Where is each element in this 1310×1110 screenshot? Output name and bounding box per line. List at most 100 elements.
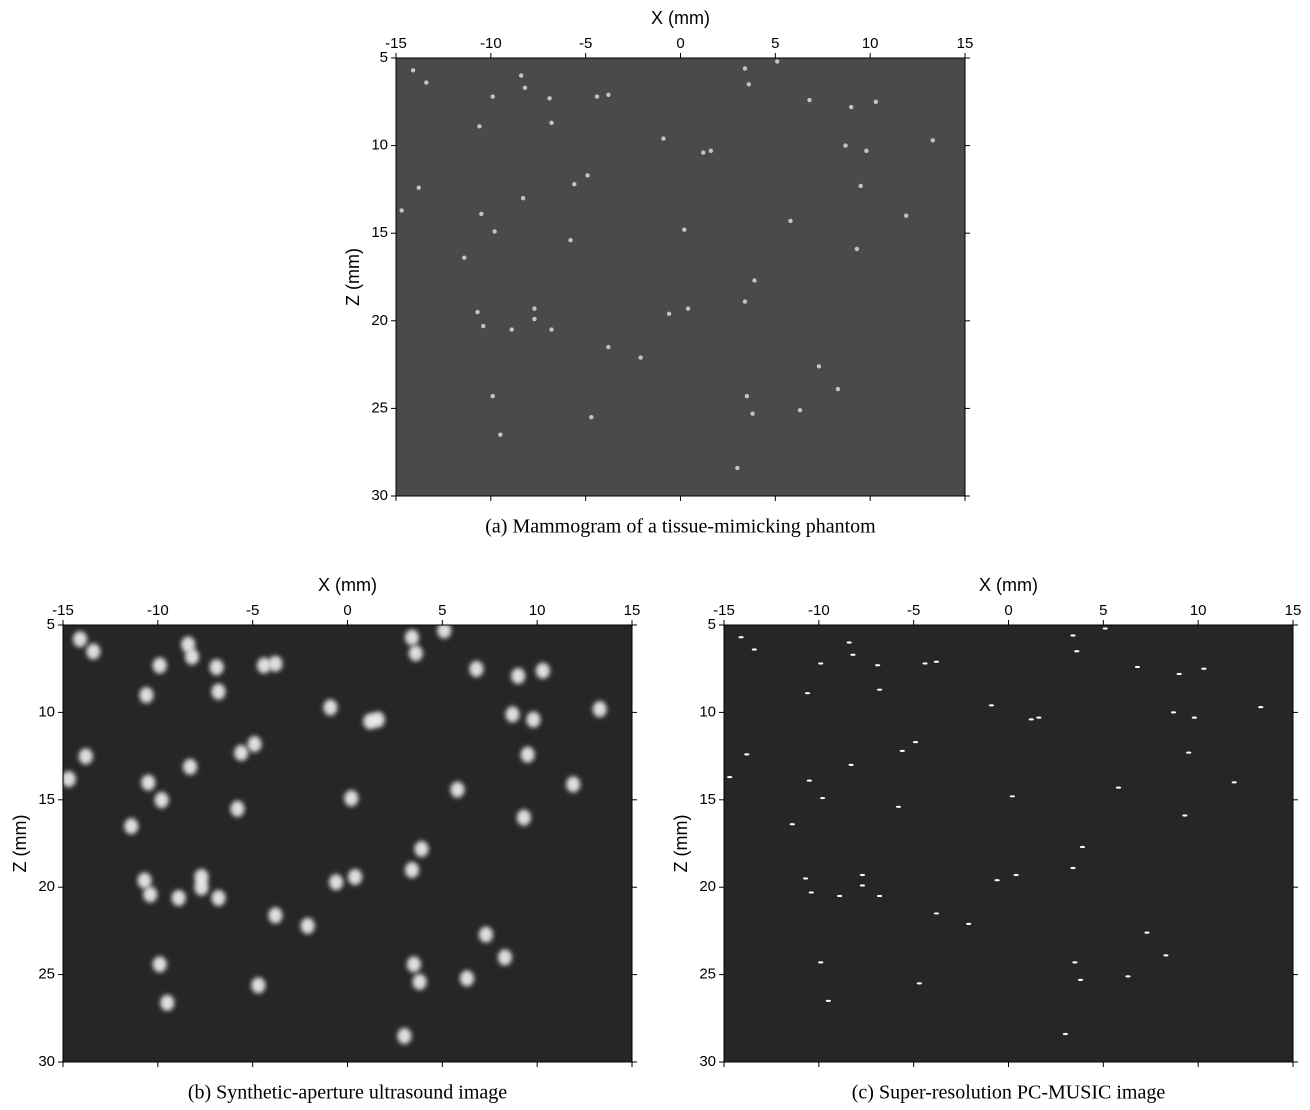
x-axis-label: X (mm) — [979, 575, 1038, 595]
point-glow — [160, 994, 175, 1011]
point — [1201, 667, 1207, 670]
point-glow — [370, 711, 385, 728]
point — [864, 148, 869, 154]
point-glow — [73, 631, 88, 648]
x-tick-label: -5 — [579, 35, 592, 52]
point — [416, 185, 421, 190]
x-tick-label: 0 — [676, 35, 684, 52]
y-tick-label: 20 — [38, 878, 55, 895]
point-glow — [154, 792, 169, 809]
point — [1070, 634, 1076, 637]
point — [498, 432, 503, 437]
point-glow — [516, 809, 531, 826]
point-glow — [247, 736, 262, 753]
point-glow — [268, 907, 283, 924]
y-tick-label: 10 — [371, 137, 388, 154]
x-tick-label: -15 — [713, 602, 735, 619]
point-glow — [211, 683, 226, 700]
point — [490, 94, 495, 99]
point-glow — [209, 659, 224, 676]
point — [1182, 814, 1188, 817]
point — [895, 805, 902, 808]
y-tick-label: 5 — [380, 49, 388, 66]
x-tick-label: 0 — [343, 602, 351, 619]
point — [682, 227, 687, 232]
point — [708, 148, 714, 154]
x-tick-label: 15 — [1285, 602, 1302, 619]
point — [1013, 873, 1019, 877]
point-glow — [397, 1028, 412, 1045]
point — [1036, 716, 1042, 719]
point — [876, 688, 883, 691]
point-glow — [61, 771, 76, 788]
point — [735, 465, 740, 471]
points — [727, 627, 1264, 1036]
point-glow — [143, 886, 158, 903]
point — [532, 306, 537, 311]
point — [818, 662, 824, 665]
point — [1231, 781, 1237, 784]
point — [746, 82, 751, 87]
point — [738, 636, 744, 639]
plot-background — [396, 58, 965, 496]
x-tick-label: 5 — [1099, 602, 1107, 619]
point — [750, 411, 755, 416]
point-glow — [268, 655, 283, 672]
point — [804, 692, 811, 695]
point-glow — [520, 746, 535, 763]
point-glow — [412, 973, 427, 990]
y-tick-label: 5 — [47, 616, 55, 633]
point — [789, 823, 795, 826]
point — [966, 922, 972, 926]
point — [849, 104, 854, 110]
point — [1115, 786, 1122, 789]
y-tick-label: 20 — [699, 878, 716, 895]
x-tick-label: -15 — [52, 602, 74, 619]
point — [661, 136, 666, 141]
point — [850, 653, 856, 656]
x-tick-label: -10 — [147, 602, 169, 619]
point — [479, 211, 484, 217]
y-tick-label: 5 — [708, 616, 716, 633]
point-glow — [300, 917, 315, 934]
point — [1062, 1032, 1068, 1036]
point — [904, 213, 909, 218]
point — [1072, 961, 1078, 964]
x-tick-label: 10 — [862, 35, 879, 52]
point — [994, 879, 1000, 882]
y-tick-label: 15 — [371, 224, 388, 241]
point — [752, 278, 757, 283]
x-tick-label: 10 — [529, 602, 546, 619]
point — [1144, 931, 1150, 934]
point — [638, 355, 643, 360]
point — [922, 662, 928, 665]
x-tick-label: 15 — [624, 602, 641, 619]
point — [820, 796, 826, 800]
point — [933, 912, 940, 915]
point — [930, 138, 935, 143]
point — [1102, 627, 1108, 630]
point-glow — [459, 970, 474, 987]
point — [399, 208, 404, 213]
point-glow — [139, 687, 154, 704]
point — [742, 299, 748, 304]
point — [522, 85, 528, 90]
plot-background — [63, 625, 632, 1062]
point — [859, 884, 866, 887]
point-glow — [344, 790, 359, 807]
point — [988, 704, 995, 707]
plot-background — [724, 625, 1293, 1062]
point — [807, 97, 812, 103]
point — [594, 94, 600, 99]
point — [1077, 978, 1084, 981]
point-glow — [450, 781, 465, 798]
point-glow — [184, 648, 199, 665]
x-tick-label: -10 — [808, 602, 830, 619]
point-glow — [194, 879, 209, 896]
point — [912, 741, 919, 744]
point — [742, 66, 748, 71]
point — [1125, 975, 1131, 978]
x-tick-label: -5 — [907, 602, 920, 619]
point-glow — [404, 861, 419, 878]
y-tick-label: 30 — [371, 487, 388, 504]
